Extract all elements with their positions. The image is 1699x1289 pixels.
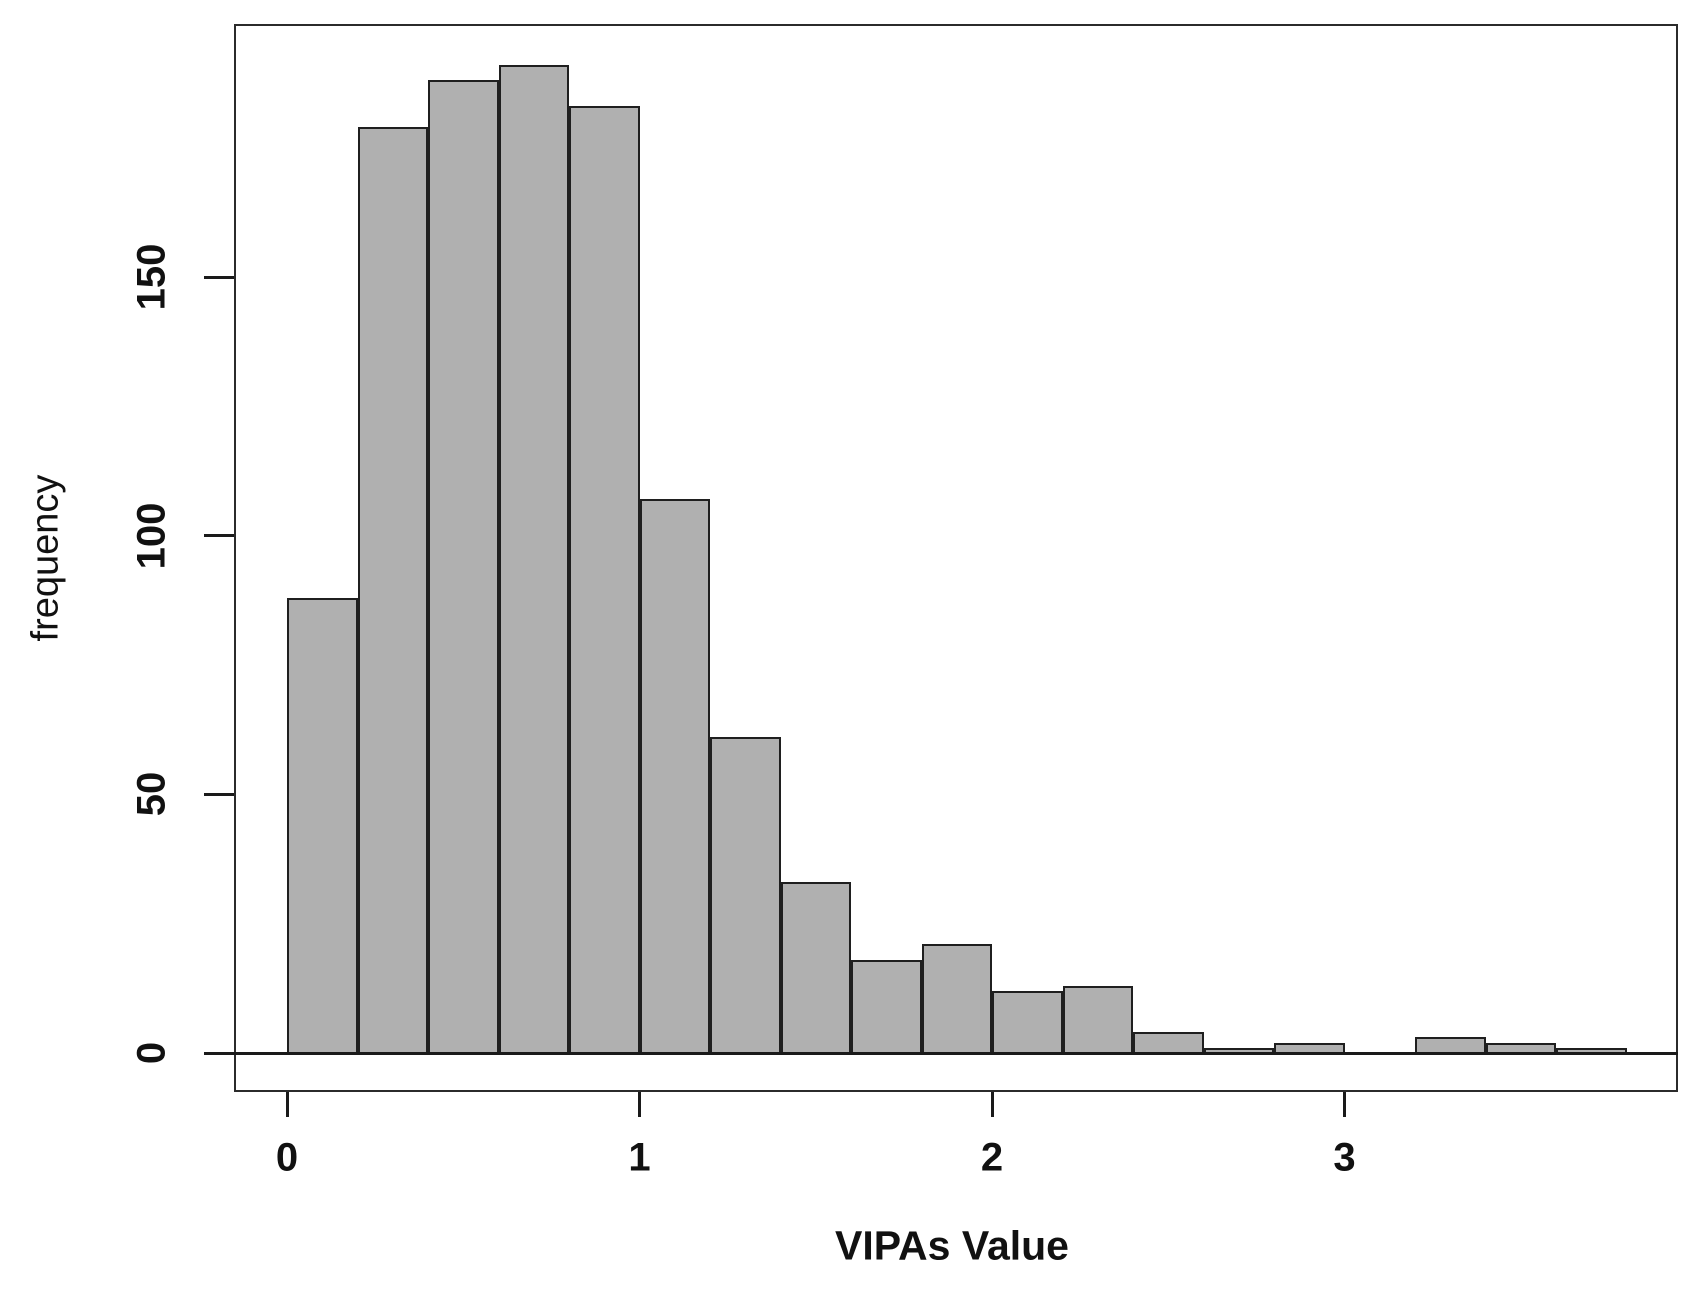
histogram-bar — [780, 882, 851, 1055]
histogram-bar — [287, 597, 358, 1055]
zero-baseline — [234, 1051, 1678, 1055]
x-axis-title: VIPAs Value — [835, 1222, 1069, 1269]
x-axis-tick-label: 1 — [628, 1135, 651, 1180]
histogram-bar — [1062, 985, 1133, 1055]
histogram-bar — [921, 944, 992, 1055]
y-axis-tick — [204, 792, 234, 796]
y-axis-tick — [204, 1051, 234, 1055]
histogram-bar — [357, 126, 428, 1055]
y-axis-tick — [204, 534, 234, 538]
x-axis-tick — [1343, 1092, 1346, 1117]
y-axis-tick-label: 50 — [129, 772, 174, 817]
y-axis-tick-label: 100 — [129, 502, 174, 570]
y-axis-title: frequency — [24, 474, 67, 642]
histogram-bar — [992, 990, 1063, 1055]
histogram-bar — [710, 737, 781, 1055]
x-axis-tick-label: 2 — [980, 1135, 1004, 1180]
histogram-bar — [498, 64, 569, 1055]
x-axis-tick — [990, 1092, 994, 1117]
x-axis-tick — [285, 1092, 289, 1117]
y-axis-tick-label: 150 — [129, 243, 174, 311]
x-axis-tick — [638, 1092, 641, 1117]
histogram-bar — [569, 106, 640, 1055]
histogram-bar — [639, 499, 710, 1055]
x-axis-tick-label: 3 — [1333, 1135, 1356, 1180]
y-axis-tick-label: 0 — [129, 1041, 174, 1065]
histogram-bar — [428, 80, 499, 1055]
x-axis-tick-label: 0 — [275, 1135, 299, 1180]
y-axis-tick — [204, 275, 234, 279]
histogram-bar — [851, 959, 922, 1055]
